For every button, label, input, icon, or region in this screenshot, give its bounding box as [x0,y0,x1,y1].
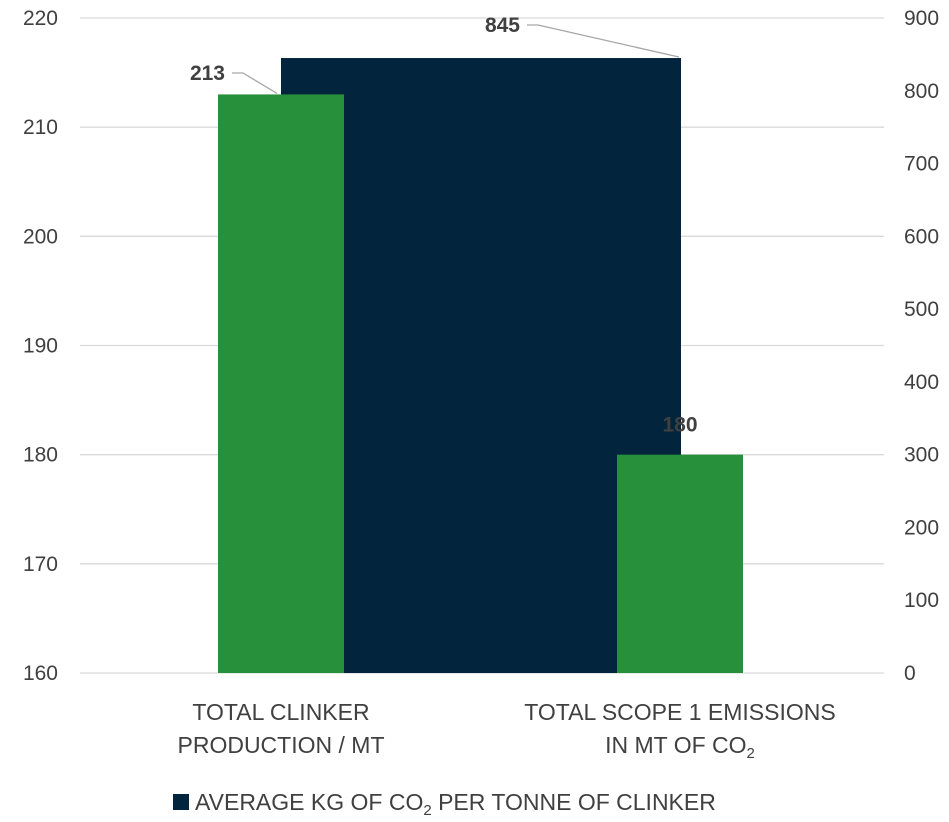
axes: 160 170 180 190 200 210 220 0 100 200 300 400 500 600… [23,7,939,762]
right-axis-tick-label: 0 [904,662,916,685]
category-label: TOTAL CLINKER [192,699,369,725]
right-axis-tick-label: 700 [904,153,939,176]
left-axis-tick-label: 170 [23,553,58,576]
right-axis-tick-label: 100 [904,589,939,612]
right-axis-tick-label: 300 [904,444,939,467]
right-axis-tick-label: 600 [904,225,939,248]
left-axis-tick-label: 180 [23,444,58,467]
data-labels: 213 180 845 [190,14,698,437]
left-axis-tick-label: 190 [23,335,58,358]
legend: AVERAGE KG OF CO2 PER TONNE OF CLINKER [173,789,716,819]
right-axis-tick-label: 900 [904,7,939,30]
leader-line [232,72,278,94]
category-label: PRODUCTION / MT [178,732,385,758]
bars [218,58,743,674]
legend-swatch [173,794,189,810]
data-label: 845 [485,14,520,37]
right-axis-tick-label: 200 [904,516,939,539]
data-label: 213 [190,62,225,85]
legend-label: AVERAGE KG OF CO2 PER TONNE OF CLINKER [195,789,716,819]
category-label: IN MT OF CO2 [605,732,755,762]
right-axis-tick-label: 500 [904,298,939,321]
left-axis-tick-label: 220 [23,7,58,30]
leader-line [527,24,680,58]
left-axis-tick-label: 210 [23,116,58,139]
bar-clinker-production [218,94,344,673]
bar-scope1-emissions [617,454,743,673]
left-axis-tick-label: 160 [23,662,58,685]
bar-average-kg-co2 [281,58,681,674]
left-axis-tick-label: 200 [23,225,58,248]
right-axis-tick-label: 400 [904,371,939,394]
category-label: TOTAL SCOPE 1 EMISSIONS [524,699,835,725]
right-axis-tick-label: 800 [904,80,939,103]
data-label: 180 [662,414,697,437]
